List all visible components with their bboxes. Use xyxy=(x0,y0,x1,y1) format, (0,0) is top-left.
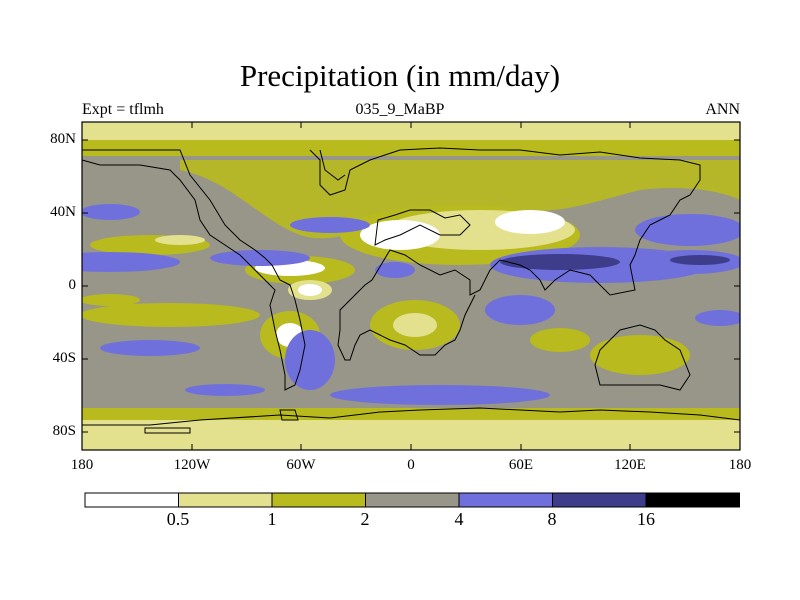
lat-tick-label: 80N xyxy=(50,131,76,147)
coastlines xyxy=(81,147,741,434)
lat-tick-label: 40S xyxy=(52,350,76,366)
colorbar-label: 2 xyxy=(360,509,370,529)
colorbar-label: 0.5 xyxy=(166,509,190,529)
season-label: ANN xyxy=(705,101,740,118)
colorbar-swatch xyxy=(458,492,553,508)
lon-tick-label: 60E xyxy=(508,457,534,473)
colorbar-label: 4 xyxy=(454,509,464,529)
colorbar-swatch xyxy=(84,492,179,508)
lon-tick-label: 0 xyxy=(407,457,415,473)
map-title: Precipitation (in mm/day) xyxy=(239,58,561,93)
lat-tick-label: 0 xyxy=(68,277,77,293)
lon-tick-label: 120E xyxy=(614,457,646,473)
lon-tick-label: 120W xyxy=(173,457,211,473)
axis-ticks xyxy=(81,122,741,450)
colorbar-swatch xyxy=(365,492,460,508)
lon-tick-label: 180 xyxy=(728,457,752,473)
precipitation-field xyxy=(82,122,740,450)
experiment-label: Expt = tflmh xyxy=(82,101,164,118)
lon-tick-label: 60W xyxy=(286,457,316,473)
lon-tick-label: 180 xyxy=(70,457,94,473)
lat-tick-label: 80S xyxy=(52,423,76,439)
colorbar-swatch xyxy=(645,492,740,508)
colorbar-label: 1 xyxy=(267,509,277,529)
lat-tick-label: 40N xyxy=(50,204,76,220)
colorbar-swatch xyxy=(271,492,366,508)
colorbar-label: 16 xyxy=(637,509,655,529)
period-label: 035_9_MaBP xyxy=(355,101,445,118)
colorbar-label: 8 xyxy=(547,509,557,529)
colorbar-swatch xyxy=(178,492,273,508)
colorbar xyxy=(84,492,740,508)
colorbar-swatch xyxy=(552,492,647,508)
